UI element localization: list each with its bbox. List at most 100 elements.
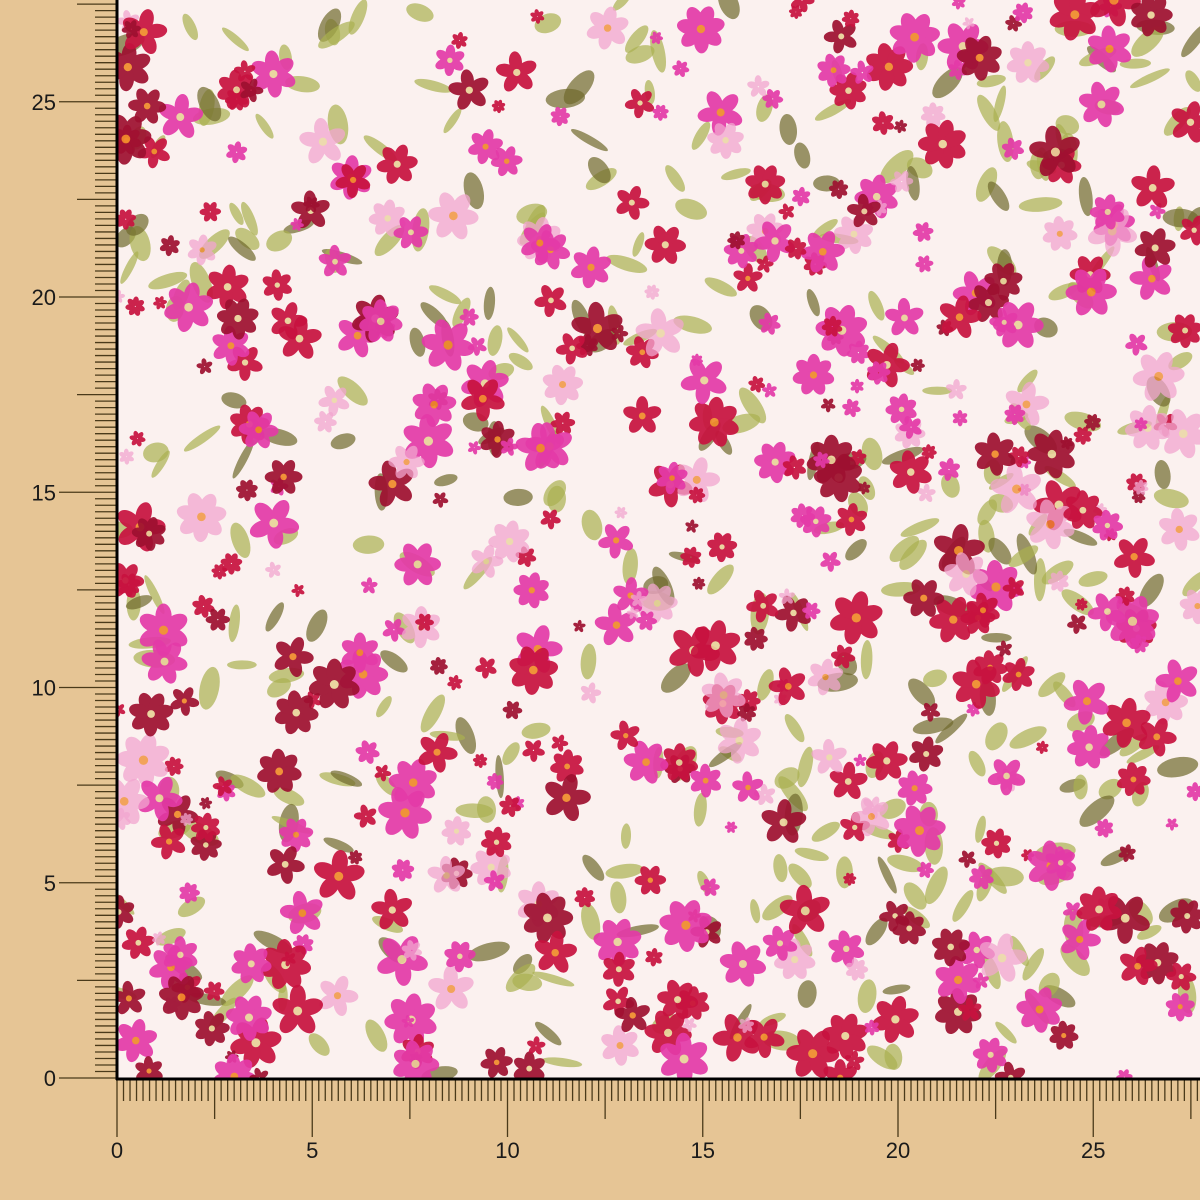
leaf xyxy=(774,767,800,789)
flower xyxy=(534,285,567,317)
leaf xyxy=(1018,197,1063,212)
y-label: 0 xyxy=(44,1066,56,1091)
leaf xyxy=(352,535,385,554)
leaf xyxy=(547,485,566,513)
flower xyxy=(672,60,690,78)
leaf xyxy=(612,0,632,11)
x-label: 15 xyxy=(691,1138,715,1163)
leaf xyxy=(581,903,601,940)
leaf xyxy=(1185,70,1200,92)
leaf xyxy=(148,271,188,290)
flower xyxy=(164,756,184,776)
leaf xyxy=(993,85,1007,123)
leaf xyxy=(673,315,712,334)
leaf xyxy=(476,796,496,823)
leaf xyxy=(797,980,817,1008)
flower xyxy=(834,215,874,254)
leaf xyxy=(255,113,274,139)
leaf xyxy=(1137,924,1162,940)
leaf xyxy=(177,896,206,918)
leaf xyxy=(721,168,751,181)
flower xyxy=(500,437,519,456)
leaf xyxy=(952,890,974,922)
leaf xyxy=(571,128,608,152)
leaf xyxy=(323,837,354,853)
leaf xyxy=(880,149,914,184)
flower xyxy=(761,382,777,398)
flower xyxy=(313,849,365,900)
leaf xyxy=(975,167,998,202)
flower xyxy=(353,804,377,828)
leaf xyxy=(232,439,254,479)
leaf xyxy=(198,666,220,710)
leaf xyxy=(624,25,649,53)
leaf xyxy=(1098,778,1123,800)
leaf xyxy=(197,86,222,122)
leaf xyxy=(508,352,533,371)
leaf xyxy=(899,539,927,571)
flower xyxy=(761,799,807,843)
leaf xyxy=(542,1057,583,1068)
flower xyxy=(774,938,816,980)
leaf xyxy=(120,251,139,284)
leaf xyxy=(924,866,948,905)
leaf xyxy=(267,678,291,698)
leaf xyxy=(414,78,452,93)
flower xyxy=(412,383,457,427)
flower xyxy=(623,396,662,433)
flower xyxy=(829,72,867,110)
leaf xyxy=(1182,570,1200,597)
flower xyxy=(1116,762,1151,797)
flower xyxy=(251,50,296,98)
flower xyxy=(638,583,678,624)
flower xyxy=(274,690,319,735)
flower xyxy=(303,196,320,213)
leaf xyxy=(532,971,575,987)
flower xyxy=(1094,818,1114,838)
leaf xyxy=(221,27,249,52)
leaf xyxy=(606,254,648,273)
flower xyxy=(645,947,663,967)
flower xyxy=(355,740,380,764)
leaf xyxy=(144,575,165,614)
leaf xyxy=(151,450,170,478)
leaf xyxy=(779,113,798,145)
flower xyxy=(644,225,686,264)
y-label: 5 xyxy=(44,871,56,896)
leaf xyxy=(625,45,655,64)
leaf xyxy=(512,973,543,991)
leaf xyxy=(365,1019,388,1052)
leaf xyxy=(622,548,638,585)
flower xyxy=(480,1047,513,1078)
flower xyxy=(828,179,849,200)
flower xyxy=(212,1053,257,1078)
flower xyxy=(129,430,146,447)
leaf xyxy=(922,386,953,395)
flower xyxy=(611,324,629,343)
flower xyxy=(921,444,937,460)
flower xyxy=(260,939,312,989)
leaf xyxy=(1154,459,1171,490)
leaf xyxy=(241,201,258,236)
leaf xyxy=(750,899,761,924)
flower xyxy=(1114,538,1155,578)
flower xyxy=(782,455,807,480)
leaf xyxy=(788,863,812,889)
leaf xyxy=(455,717,477,754)
flower xyxy=(467,337,487,356)
flower xyxy=(1133,479,1149,495)
flower xyxy=(1016,987,1063,1033)
leaf xyxy=(861,437,883,471)
flower xyxy=(990,462,1041,514)
leaf xyxy=(691,121,711,150)
flower xyxy=(778,588,795,605)
leaf xyxy=(330,770,363,787)
leaf xyxy=(975,815,986,843)
flower xyxy=(890,170,914,193)
leaf xyxy=(308,1033,330,1056)
leaf xyxy=(502,742,520,765)
leaf xyxy=(845,539,867,561)
leaf xyxy=(797,746,814,788)
leaf xyxy=(1181,23,1200,58)
